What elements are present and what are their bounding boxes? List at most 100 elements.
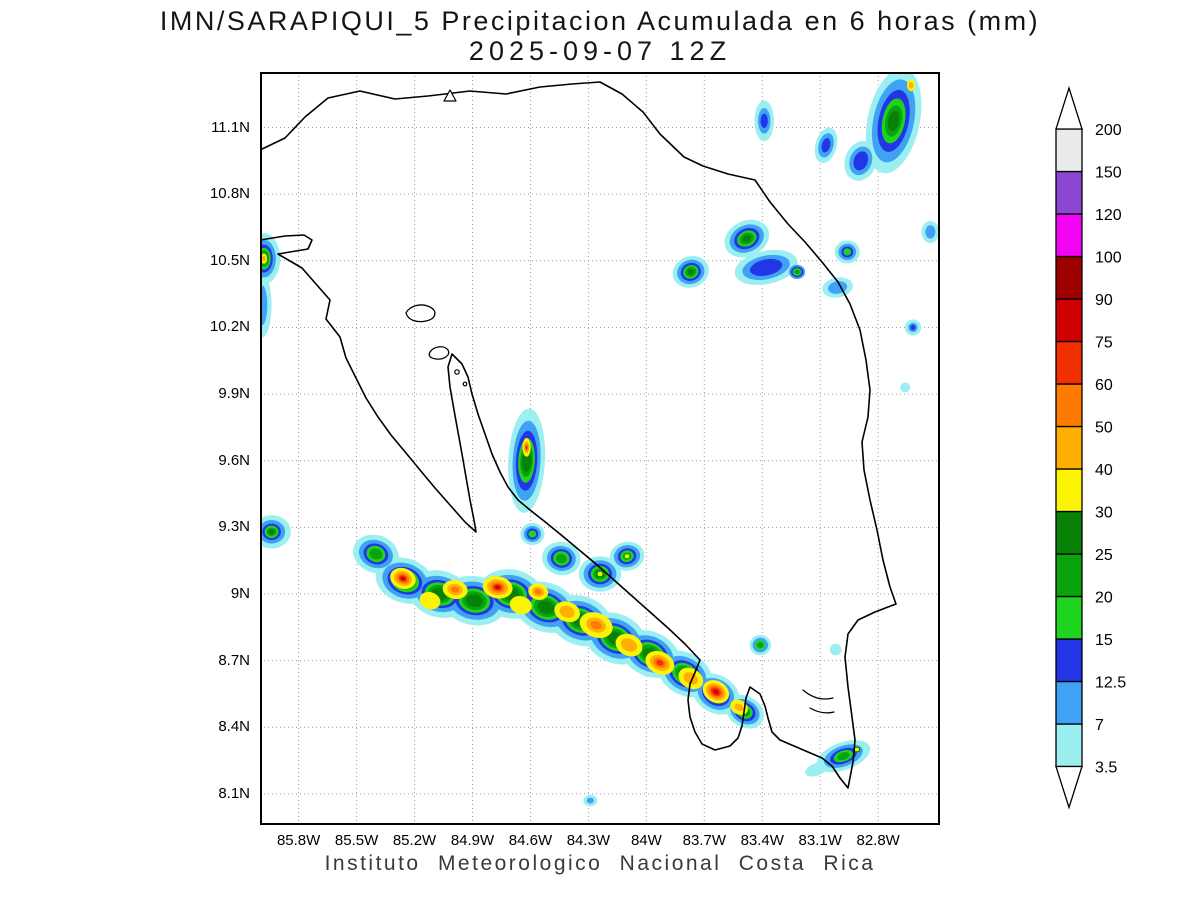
colorbar-segment: [1055, 213, 1083, 258]
precip-contour-25: [268, 529, 275, 535]
precip-contour-12.5: [853, 151, 869, 171]
colorbar-label: 60: [1095, 377, 1113, 394]
lat-tick-label: 8.4N: [218, 718, 250, 736]
colorbar: 200 150 120 100 90 75 60 50 40 30 25 20 15 12.5 7 3.5: [1055, 85, 1126, 810]
lat-tick-label: 10.5N: [209, 251, 250, 269]
precip-contour-20: [757, 642, 764, 648]
precip-contour-7: [925, 225, 936, 239]
colorbar-label: 150: [1095, 165, 1122, 182]
colorbar-segment: [1055, 680, 1083, 725]
precip-contour-50: [450, 586, 460, 593]
colorbar-segment: [1055, 128, 1083, 173]
precip-contour-60: [656, 659, 664, 666]
lon-tick-label: 84W: [630, 832, 662, 849]
lat-tick-label: 11.1N: [211, 118, 250, 136]
lat-tick-label: 8.7N: [218, 651, 250, 669]
precip-contour-75: [400, 576, 406, 581]
precip-contour-30: [509, 596, 532, 615]
precip-contour-75: [713, 689, 719, 694]
precip-contour-60: [525, 445, 528, 450]
isla-chira: [428, 346, 450, 360]
colorbar-segment: [1055, 468, 1083, 513]
precip-contour-7: [586, 797, 594, 804]
lake-arenal: [405, 304, 436, 323]
colorbar-label: 20: [1095, 590, 1113, 607]
costa-rica-coastline: [260, 81, 897, 789]
lon-tick-label: 83.4W: [740, 832, 784, 849]
precip-contour-40: [559, 605, 575, 618]
precip-contour-20: [369, 548, 383, 560]
lat-tick-label: 9.3N: [218, 518, 250, 536]
colorbar-label: 15: [1095, 632, 1113, 649]
precipitation-layer: [260, 72, 940, 807]
precip-contour-25: [687, 268, 695, 275]
precip-contour-3.5: [900, 382, 911, 393]
lat-tick-label: 10.2N: [209, 318, 250, 336]
precip-contour-40: [908, 81, 914, 89]
colorbar-label: 3.5: [1095, 760, 1117, 777]
colorbar-label: 90: [1095, 292, 1113, 309]
precip-contour-12.5: [749, 258, 783, 277]
precip-contour-3.5: [829, 643, 842, 656]
precip-contour-30: [597, 571, 603, 577]
precip-contour-75: [495, 585, 501, 590]
precip-contour-12.5: [821, 138, 831, 153]
lat-tick-label: 9N: [230, 584, 250, 602]
colorbar-segment: [1055, 723, 1083, 768]
lat-tick-label: 8.1N: [218, 784, 250, 802]
precip-contour-25: [465, 594, 483, 608]
colorbar-arrow-top: [1055, 85, 1083, 130]
precip-contour-25: [742, 235, 752, 243]
colorbar-label: 12.5: [1095, 675, 1126, 692]
lat-tick-label: 10.8N: [209, 185, 250, 203]
colorbar-segment: [1055, 638, 1083, 683]
colorbar-segment: [1055, 170, 1083, 215]
lon-tick-label: 85.2W: [392, 832, 437, 849]
precip-contour-50: [590, 620, 602, 630]
precip-contour-25: [887, 110, 900, 132]
lat-tick-label: 9.9N: [218, 385, 250, 403]
colorbar-label: 40: [1095, 462, 1113, 479]
lat-tick-label: 9.6N: [218, 451, 250, 469]
precip-contour-30: [854, 747, 860, 752]
precip-contour-20: [837, 752, 850, 761]
precip-contour-12.5: [910, 324, 916, 331]
precip-contour-40: [262, 255, 266, 262]
precip-contour-20: [794, 269, 800, 275]
colorbar-segment: [1055, 425, 1083, 470]
lon-tick-label: 82.8W: [856, 832, 900, 849]
colorbar-segment: [1055, 340, 1083, 385]
gulf-islet: [462, 381, 468, 387]
precip-contour-40: [734, 703, 744, 711]
colorbar-label: 100: [1095, 250, 1122, 267]
precip-contour-15: [843, 248, 852, 256]
volcano-triangle-marker: [443, 89, 457, 102]
lon-tick-label: 85.5W: [334, 832, 379, 849]
colorbar-label: 30: [1095, 505, 1113, 522]
colorbar-label: 75: [1095, 335, 1113, 352]
colorbar-segment: [1055, 595, 1083, 640]
colorbar-label: 50: [1095, 420, 1113, 437]
lon-tick-label: 85.8W: [276, 832, 321, 849]
gulf-islet: [454, 369, 460, 375]
precip-contour-3.5: [805, 762, 828, 777]
lon-tick-label: 83.7W: [682, 832, 726, 849]
colorbar-label: 25: [1095, 547, 1113, 564]
figure-title: IMN/SARAPIQUI_5 Precipitacion Acumulada …: [159, 6, 1041, 36]
precip-contour-50: [534, 589, 542, 595]
colorbar-segment: [1055, 553, 1083, 598]
precip-contour-20: [555, 553, 567, 564]
colorbar-arrow-bottom: [1055, 765, 1083, 810]
coastline-layer: [260, 81, 897, 789]
lon-tick-label: 83.1W: [798, 832, 842, 849]
bocas-lagoon-lines: [802, 689, 835, 714]
colorbar-label: 200: [1095, 122, 1122, 139]
precip-contour-15: [528, 530, 537, 538]
footer-caption: Instituto Meteorologico Nacional Costa R…: [324, 852, 876, 875]
plot-border: [260, 72, 940, 825]
colorbar-label: 120: [1095, 207, 1122, 224]
gridlines: [260, 72, 940, 825]
precip-contour-30: [419, 591, 441, 610]
figure-subtitle: 2025-09-07 12Z: [468, 36, 732, 66]
lon-tick-label: 84.6W: [508, 832, 553, 849]
